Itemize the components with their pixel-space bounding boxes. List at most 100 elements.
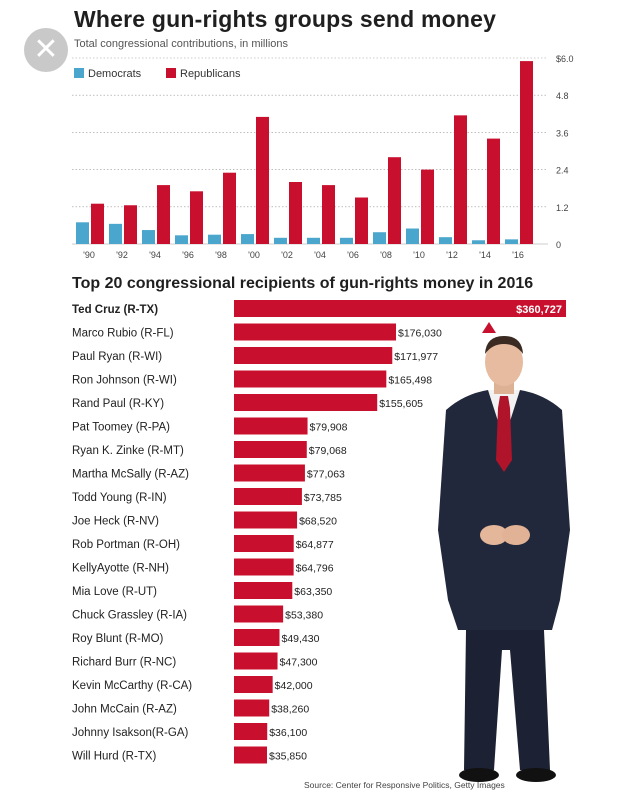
recipient-bar [234,605,284,623]
x-tick-label: '92 [116,250,128,260]
recipient-name: Will Hurd (R-TX) [72,751,156,763]
recipient-bar [234,370,387,388]
bar-democrats [472,240,485,244]
recipient-value: $73,785 [304,492,342,504]
bar-republicans [322,185,335,244]
recipient-value: $64,796 [296,563,334,575]
recipient-bar [234,699,270,717]
recipient-value: $176,030 [398,328,442,340]
recipient-bar [234,300,566,317]
bar-republicans [289,182,302,244]
bar-republicans [487,138,500,244]
x-tick-label: '14 [479,250,491,260]
x-tick-label: '02 [281,250,293,260]
recipient-bar [234,488,302,505]
x-tick-label: '94 [149,250,161,260]
recipient-name: Richard Burr (R-NC) [72,657,176,669]
recipient-value: $63,350 [294,586,332,598]
recipient-bar [234,394,378,411]
recipient-name: Roy Blunt (R-MO) [72,633,164,645]
bar-republicans [157,185,170,244]
x-tick-label: '12 [446,250,458,260]
x-tick-label: '04 [314,250,326,260]
recipient-value: $171,977 [394,351,438,363]
recipient-name: Mia Love (R-UT) [72,586,157,598]
recipient-bar [234,652,278,670]
recipient-bar [234,511,298,529]
x-tick-label: '00 [248,250,260,260]
recipient-value: $165,498 [388,375,432,387]
bar-republicans [388,157,401,244]
bar-democrats [274,237,287,244]
bar-republicans [421,169,434,244]
y-tick-label: 4.8 [556,91,569,101]
recipient-name: KellyAyotte (R-NH) [72,563,169,575]
bar-republicans [355,197,368,244]
recipient-name: Ted Cruz (R-TX) [72,304,158,316]
recipient-bar [234,535,294,552]
legend-swatch-democrats [74,68,84,78]
recipient-value: $38,260 [271,704,309,716]
recipient-value: $68,520 [299,516,337,528]
recipient-value: $47,300 [280,657,318,669]
recipient-bar [234,746,267,764]
legend-swatch-republicans [166,68,176,78]
x-tick-label: '90 [83,250,95,260]
bar-democrats [175,235,188,244]
recipient-value: $42,000 [275,680,313,692]
recipient-bar [234,323,397,341]
top-recipients-title: Top 20 congressional recipients of gun-r… [72,275,534,292]
recipient-bar [234,417,308,435]
close-icon: ✕ [33,33,59,66]
recipient-name: Martha McSally (R-AZ) [72,469,189,481]
recipient-name: Rob Portman (R-OH) [72,539,180,551]
recipient-name: Paul Ryan (R-WI) [72,351,162,363]
recipient-value: $155,605 [379,398,423,410]
y-tick-label: 2.4 [556,166,569,176]
y-tick-label: $6.0 [556,54,574,64]
recipient-value: $79,908 [310,422,348,434]
bar-democrats [340,237,353,244]
recipient-value: $79,068 [309,445,347,457]
bar-democrats [406,228,419,244]
chart-title: Where gun-rights groups send money [74,6,497,32]
bar-republicans [124,205,137,244]
bar-democrats [208,234,221,244]
recipient-value: $360,727 [516,304,562,316]
recipient-value: $35,850 [269,751,307,763]
y-tick-label: 0 [556,240,561,250]
ted-cruz-photo [438,336,570,782]
recipient-bar [234,441,307,458]
x-tick-label: '98 [215,250,227,260]
recipient-bar [234,464,305,482]
y-tick-label: 3.6 [556,128,569,138]
contributions-by-year-chart: $6.0 4.8 3.6 2.4 1.2 0 Democrats Republicans '90… [72,54,574,260]
recipient-name: Pat Toomey (R-PA) [72,422,170,434]
y-tick-label: 1.2 [556,203,569,213]
recipient-value: $77,063 [307,469,345,481]
x-tick-label: '96 [182,250,194,260]
x-tick-label: '06 [347,250,359,260]
recipient-bar [234,629,280,646]
source-note: Source: Center for Responsive Politics, … [304,780,505,790]
recipient-value: $49,430 [281,633,319,645]
recipient-value: $36,100 [269,727,307,739]
bar-democrats [109,223,122,244]
close-button[interactable]: ✕ [24,28,68,72]
recipient-bar [234,723,268,740]
recipient-name: Rand Paul (R-KY) [72,398,164,410]
bar-democrats [505,239,518,244]
recipient-bar [234,676,273,693]
pointer-triangle [482,322,496,333]
bar-republicans [256,116,269,244]
recipient-name: Johnny Isakson(R-GA) [72,727,188,739]
bar-democrats [142,230,155,244]
recipient-value: $53,380 [285,610,323,622]
recipient-name: Chuck Grassley (R-IA) [72,610,187,622]
recipient-name: Ron Johnson (R-WI) [72,375,177,387]
bar-republicans [91,203,104,244]
recipient-name: Kevin McCarthy (R-CA) [72,680,192,692]
chart-subtitle: Total congressional contributions, in mi… [74,38,288,50]
recipient-name: John McCain (R-AZ) [72,704,177,716]
recipient-bar [234,558,294,576]
